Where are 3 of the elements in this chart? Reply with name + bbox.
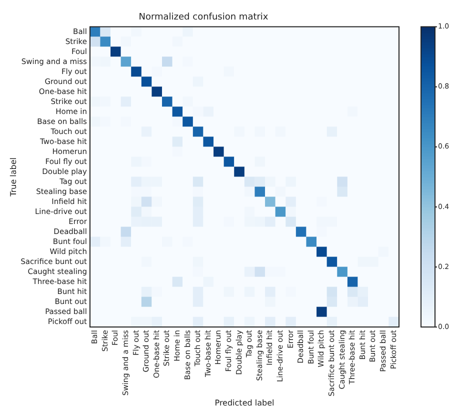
x-axis-title: Predicted label (214, 398, 274, 408)
chart-title: Normalized confusion matrix (138, 12, 269, 23)
y-axis-title: True label (8, 157, 18, 198)
